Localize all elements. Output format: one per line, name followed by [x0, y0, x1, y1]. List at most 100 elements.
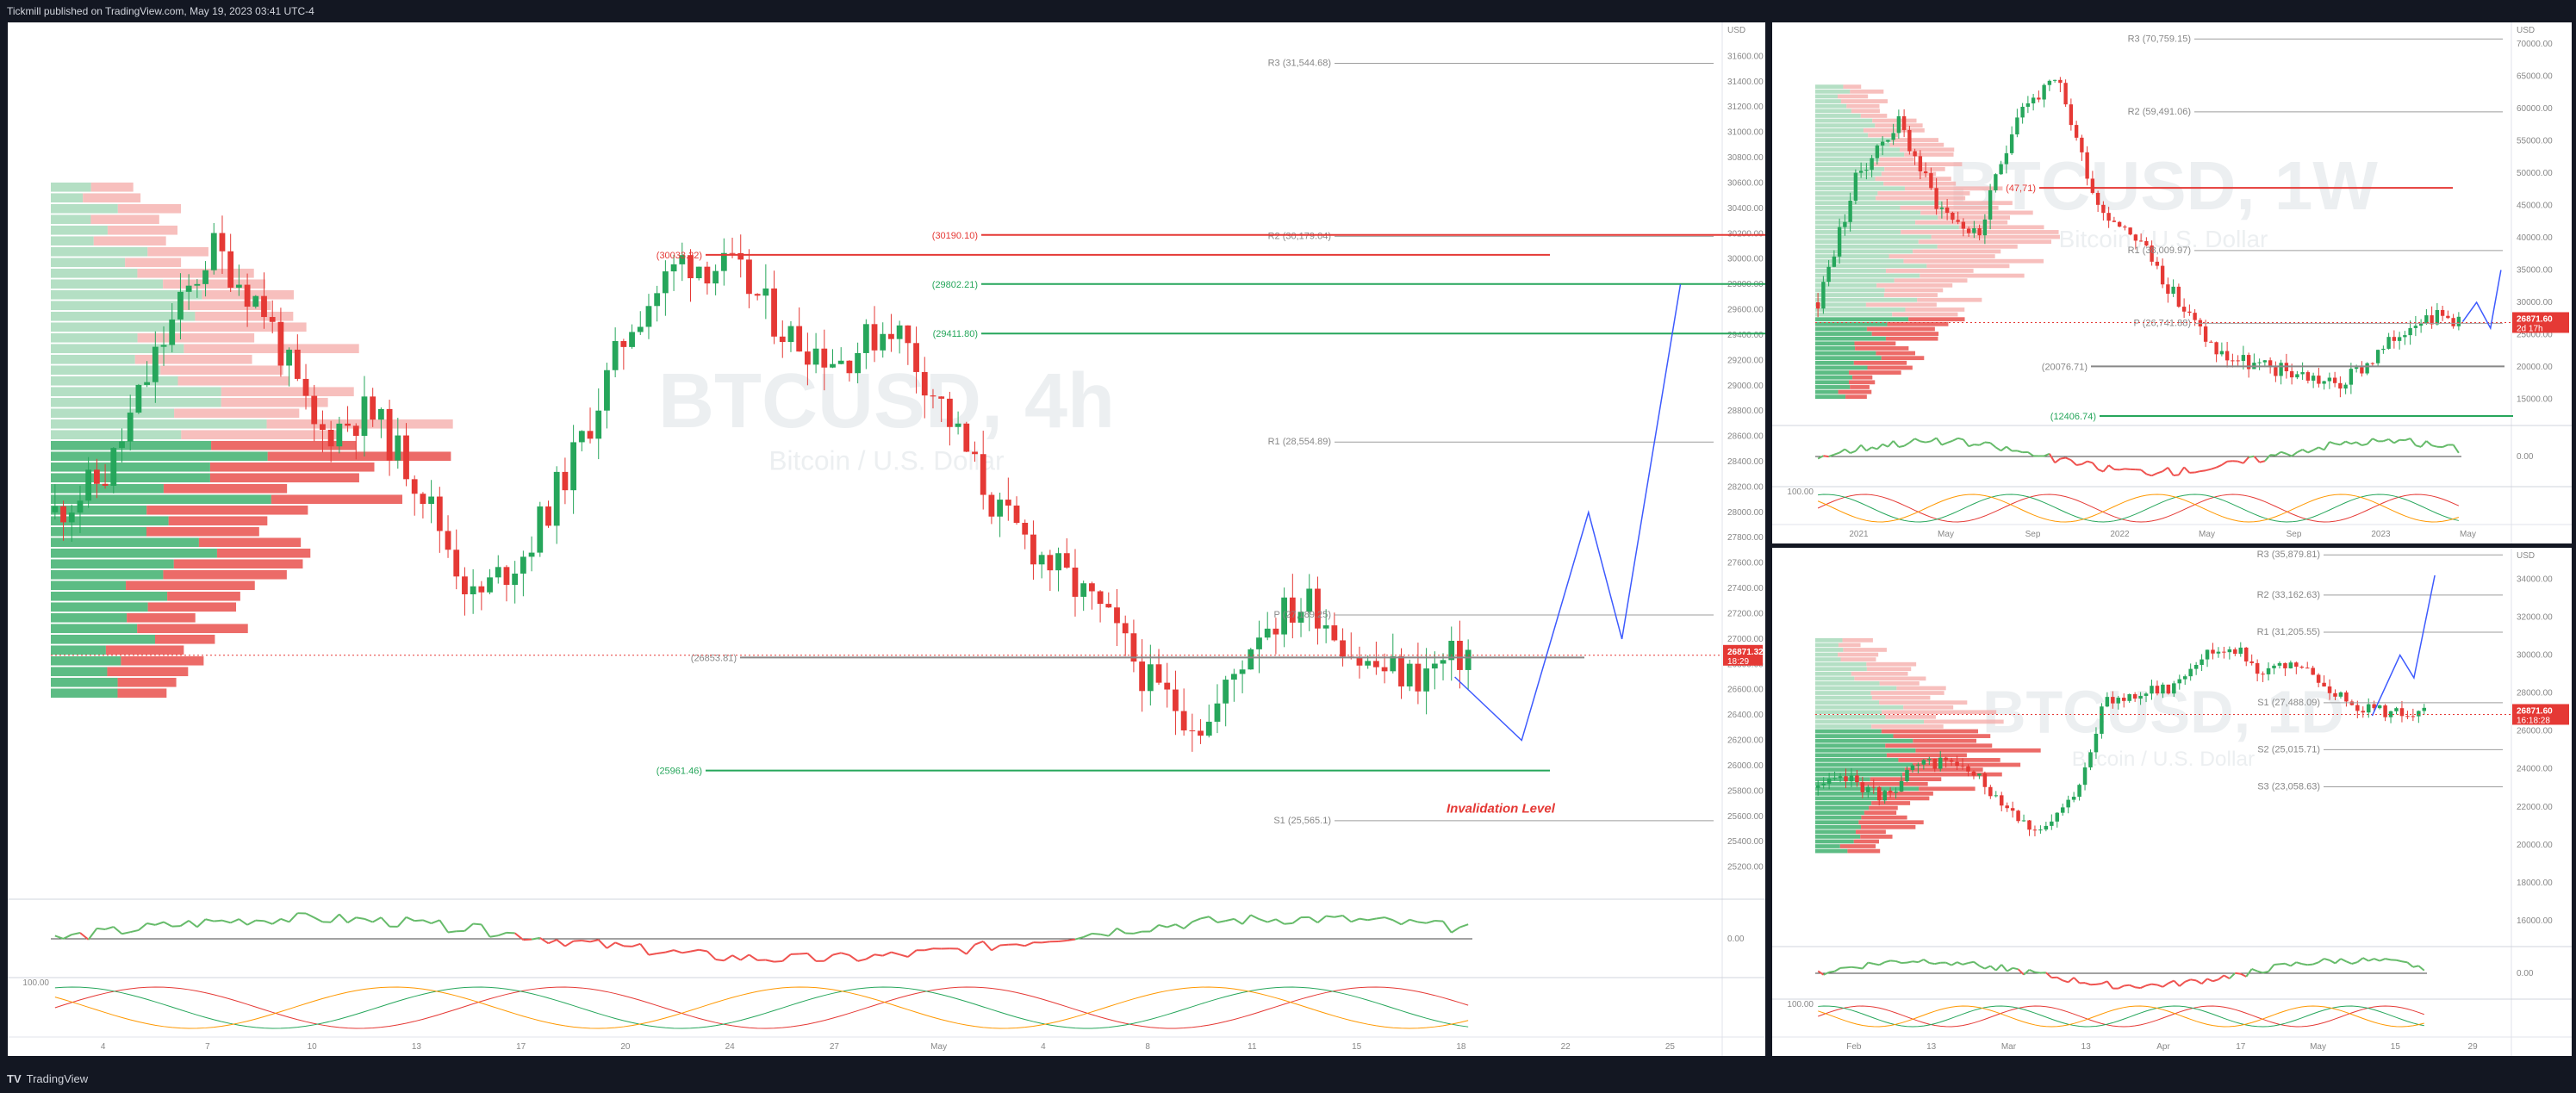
candle-body	[604, 370, 610, 411]
candle-body	[670, 264, 677, 272]
candle-body	[1063, 553, 1070, 568]
candle-body	[2032, 829, 2038, 831]
candle-body	[2417, 711, 2421, 717]
osc-line	[2374, 958, 2380, 962]
volume-profile-bar	[1815, 254, 1889, 258]
candle-body	[520, 556, 526, 574]
candle-body	[2044, 825, 2049, 830]
osc-line	[1920, 440, 1926, 444]
candle-body	[1982, 773, 1988, 787]
candle-body	[470, 586, 476, 594]
osc-line	[1946, 439, 1953, 444]
chart-main-4h[interactable]: BTCUSD, 4h Bitcoin / U.S. Dollar USD 25200.…	[8, 22, 1765, 1056]
volume-profile-bar	[51, 526, 146, 537]
candle-body	[620, 341, 627, 347]
candle-body	[1164, 682, 1171, 690]
candle-body	[1440, 660, 1447, 664]
volume-profile-bar	[137, 624, 248, 634]
chart-weekly-1w[interactable]: BTCUSD, 1W Bitcoin / U.S. Dollar USD 15000.…	[1772, 22, 2572, 543]
candle-body	[2052, 79, 2057, 81]
volume-profile-bar	[1815, 835, 1861, 839]
candle-body	[2050, 821, 2054, 826]
volume-profile-bar	[1903, 705, 1954, 710]
volume-profile-bar	[1892, 312, 1958, 317]
candle-body	[1406, 663, 1413, 686]
volume-profile-bar	[1815, 302, 1866, 307]
candle-body	[453, 550, 460, 577]
candle-body	[119, 441, 125, 449]
y-tick-label: 27600.00	[1727, 559, 1764, 568]
volume-profile-bar	[1815, 805, 1870, 810]
osc-line	[2296, 449, 2304, 453]
osc-line	[397, 916, 408, 928]
candle-body	[972, 451, 978, 455]
osc-line	[2388, 438, 2395, 444]
volume-profile-bar	[163, 279, 266, 289]
candle-body	[654, 293, 661, 307]
x-tick-label: May	[930, 1042, 947, 1052]
volume-profile-bar	[221, 387, 354, 397]
osc-line	[1935, 437, 1943, 446]
osc-line	[1225, 917, 1235, 922]
candle-body	[2047, 80, 2052, 85]
volume-profile-bar	[1815, 637, 1843, 643]
osc-line	[999, 943, 1009, 947]
candle-body	[68, 512, 75, 523]
osc-line	[163, 921, 173, 928]
candle-body	[487, 577, 493, 593]
osc-line	[431, 919, 440, 925]
candle-body	[545, 506, 551, 526]
volume-profile-bar	[1847, 848, 1881, 854]
volume-profile-bar	[51, 203, 118, 214]
volume-profile-bar	[1815, 230, 1901, 234]
volume-profile-bar	[1815, 234, 1932, 239]
osc-line	[2162, 982, 2169, 988]
volume-profile-bar	[1815, 103, 1847, 109]
volume-profile-bar	[1837, 94, 1869, 99]
candle-body	[1901, 115, 1907, 130]
candle-body	[2440, 309, 2445, 316]
candle-body	[2327, 377, 2332, 382]
y-tick-label: 28000.00	[2517, 689, 2553, 699]
osc-line	[1817, 455, 1824, 460]
osc-line	[1116, 927, 1126, 935]
osc-line	[2346, 960, 2353, 965]
x-tick-label: Feb	[1846, 1042, 1862, 1052]
candle-body	[2456, 316, 2461, 326]
watermark-subtitle: Bitcoin / U.S. Dollar	[2072, 748, 2255, 771]
osc-line	[2054, 457, 2061, 464]
volume-profile-bar	[90, 214, 159, 225]
osc-line	[2350, 441, 2357, 445]
candle-body	[1891, 133, 1895, 140]
osc-line	[1823, 971, 1830, 976]
candle-body	[2155, 686, 2160, 694]
current-price-tag	[2512, 704, 2569, 725]
osc-line	[991, 944, 1001, 952]
pivot-label: R3 (31,544.68)	[1268, 59, 1331, 69]
osc-line	[874, 953, 883, 957]
osc-line	[2340, 958, 2347, 963]
volume-profile-bar	[209, 473, 359, 483]
osc-line	[2285, 962, 2292, 967]
osc-line	[2044, 452, 2050, 457]
osc-line	[523, 938, 532, 941]
osc-line	[2151, 472, 2158, 477]
volume-profile-bar	[137, 332, 255, 343]
candle-body	[712, 270, 719, 284]
x-tick-label: Sep	[2287, 530, 2302, 539]
volume-profile-bar	[1815, 162, 1871, 167]
osc-line	[2393, 438, 2400, 444]
volume-profile-bar	[1815, 767, 1905, 772]
candle-body	[1855, 775, 1859, 783]
candle-body	[2095, 192, 2100, 205]
osc-line	[2279, 962, 2286, 966]
volume-profile-bar	[1845, 394, 1867, 400]
osc-line	[72, 932, 81, 936]
volume-profile-bar	[1917, 297, 1982, 302]
candle-body	[1815, 302, 1820, 309]
tradingview-logo-icon: TV	[7, 1071, 22, 1085]
chart-daily-1d[interactable]: BTCUSD, 1D Bitcoin / U.S. Dollar USD 16000.…	[1772, 548, 2572, 1056]
volume-profile-bar	[1851, 109, 1880, 114]
candle-body	[1223, 680, 1229, 704]
